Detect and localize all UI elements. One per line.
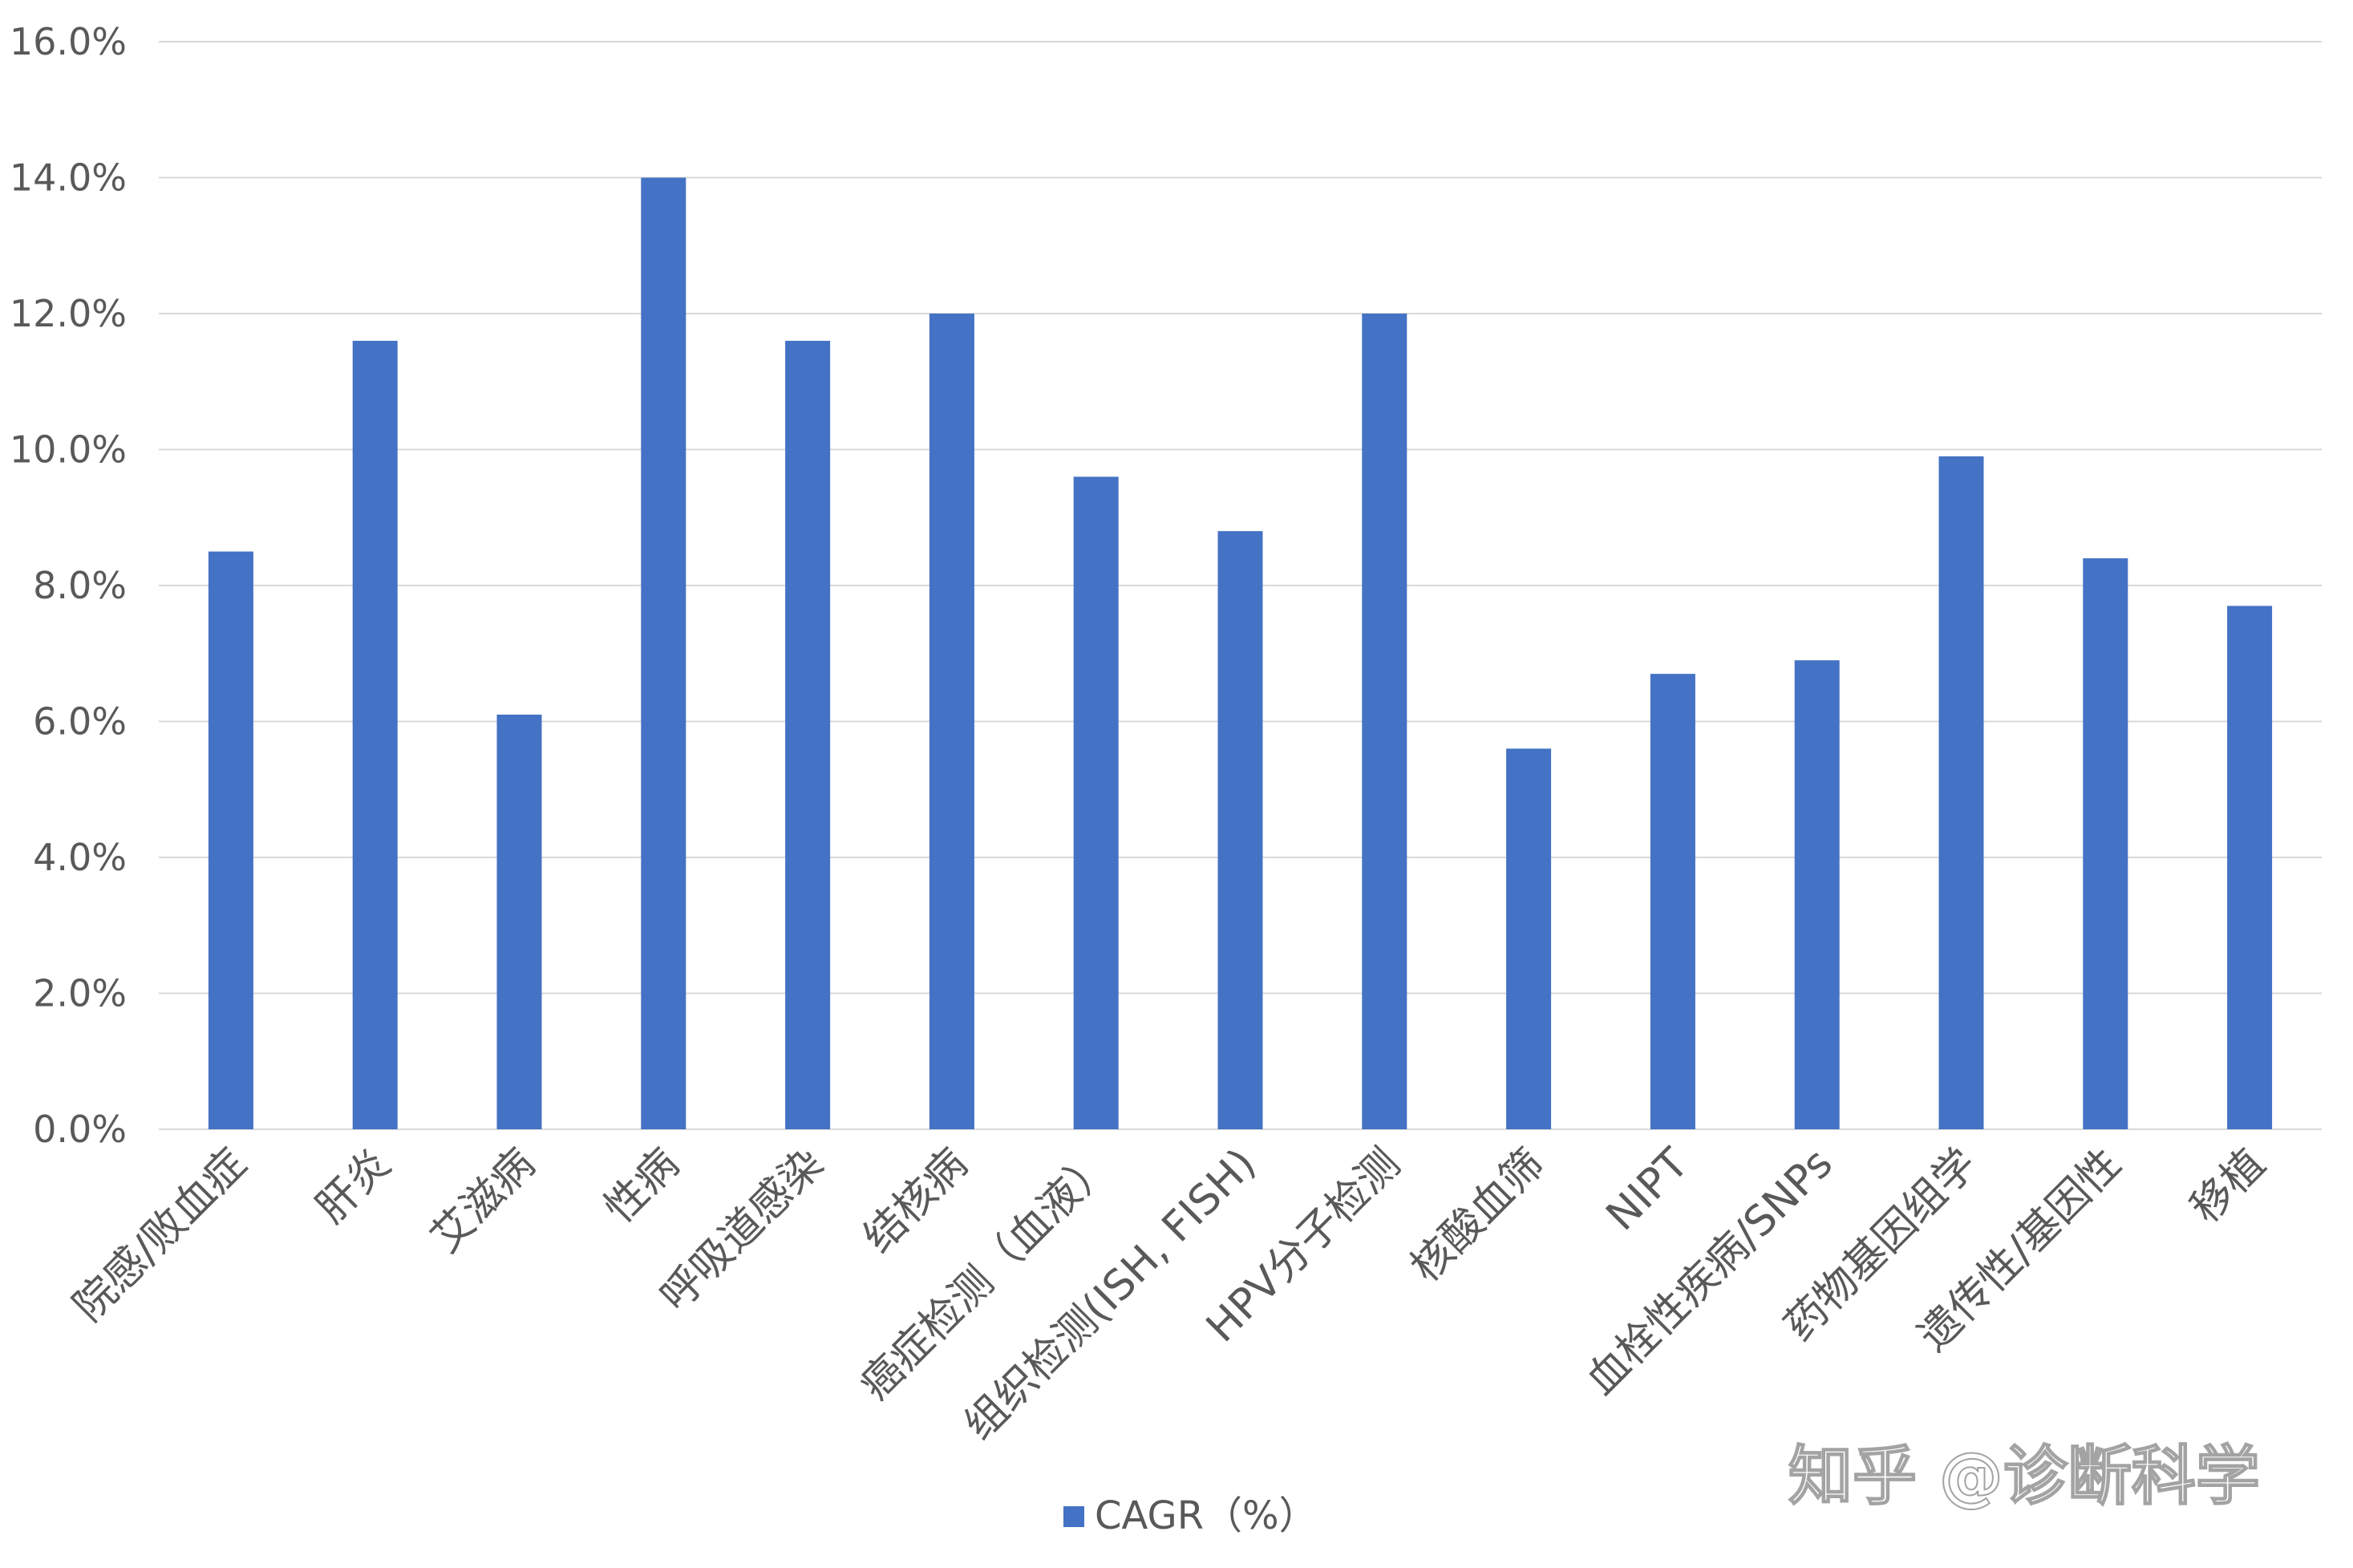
bar	[1073, 476, 1119, 1129]
bar	[1938, 456, 1984, 1129]
y-tick-label: 10.0%	[10, 428, 127, 472]
bar	[641, 177, 686, 1129]
bar	[1506, 748, 1552, 1129]
x-tick-label: 肝炎	[307, 1140, 400, 1233]
bar	[1217, 531, 1263, 1129]
bar	[1650, 674, 1695, 1129]
y-axis-ticks: 0.0% 2.0% 4.0% 6.0% 8.0% 10.0% 12.0% 14.0% 16.0%	[10, 20, 127, 1151]
x-tick-label: 移植	[2181, 1140, 2274, 1233]
bar	[496, 715, 542, 1129]
bar	[208, 551, 253, 1129]
y-tick-label: 0.0%	[33, 1108, 127, 1151]
y-tick-label: 8.0%	[33, 564, 127, 607]
x-tick-label: 组织检测(ISH, FISH)	[955, 1140, 1265, 1449]
x-tick-label: 血栓性疾病/SNPs	[1577, 1140, 1842, 1404]
x-tick-label: 结核病	[854, 1140, 977, 1262]
x-tick-label: 艾滋病	[422, 1140, 545, 1262]
bar	[352, 340, 398, 1129]
x-tick-label: 院感/败血症	[64, 1140, 256, 1331]
y-tick-label: 16.0%	[10, 20, 127, 63]
watermark: 知乎 @诊断科学	[1788, 1439, 2260, 1513]
y-tick-label: 2.0%	[33, 972, 127, 1015]
y-tick-label: 4.0%	[33, 836, 127, 879]
x-tick-label: NIPT	[1598, 1140, 1699, 1241]
x-tick-label: 核酸血筛	[1402, 1140, 1554, 1292]
legend: CAGR（%）	[1063, 1493, 1318, 1538]
x-tick-label: 癌症检测（血液）	[851, 1140, 1121, 1410]
bar	[929, 314, 974, 1129]
y-tick-label: 6.0%	[33, 700, 127, 743]
x-tick-label: 性病	[596, 1140, 689, 1233]
bars	[208, 177, 2273, 1129]
y-tick-label: 14.0%	[10, 156, 127, 200]
y-tick-label: 12.0%	[10, 292, 127, 335]
bar	[785, 340, 831, 1129]
legend-swatch	[1063, 1506, 1084, 1527]
bar	[1794, 660, 1840, 1129]
bar	[1362, 314, 1407, 1129]
bar	[2083, 558, 2128, 1129]
legend-label: CAGR（%）	[1095, 1493, 1318, 1538]
bar	[2227, 606, 2273, 1129]
